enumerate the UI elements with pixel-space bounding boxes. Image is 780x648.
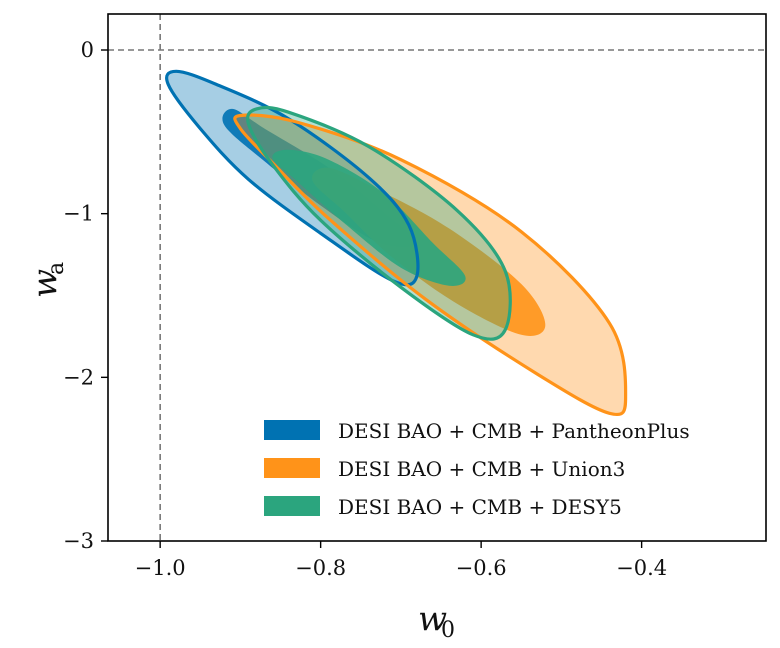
- y-tick-label-0: 0: [81, 38, 94, 62]
- contour-95-outline-desi-bao-cmb-desy5: [246, 105, 512, 341]
- y-tick-label-1: −1: [63, 202, 94, 226]
- legend-swatch-desi-bao-cmb-desy5: [264, 496, 320, 516]
- x-tick-label-3: −0.4: [616, 556, 667, 580]
- y-tick-label-3: −3: [63, 529, 94, 553]
- y-tick-label-2: −2: [63, 365, 94, 389]
- x-axis-subscript: 0: [441, 618, 455, 643]
- y-axis-label: w a: [25, 262, 69, 298]
- x-tick-label-0: −1.0: [135, 556, 186, 580]
- axis-ticks: −1.0 −0.8 −0.6 −0.4 0 −1 −2 −3: [63, 38, 667, 580]
- legend-label-desi-bao-cmb-desy5: DESI BAO + CMB + DESY5: [338, 495, 622, 519]
- x-tick-label-2: −0.6: [456, 556, 507, 580]
- contour-95-outline-desi-bao-cmb-union3: [233, 113, 628, 417]
- x-axis-label: w 0: [418, 599, 455, 643]
- y-axis-symbol: w: [25, 269, 65, 298]
- reference-lines: [108, 14, 766, 541]
- contour-layer: [165, 69, 628, 417]
- legend-swatch-desi-bao-cmb-pantheonplus: [264, 420, 320, 440]
- legend: DESI BAO + CMB + PantheonPlus DESI BAO + …: [264, 419, 690, 519]
- legend-label-desi-bao-cmb-union3: DESI BAO + CMB + Union3: [338, 457, 625, 481]
- x-axis-symbol: w: [418, 599, 447, 639]
- x-tick-label-1: −0.8: [295, 556, 346, 580]
- plot-frame: [107, 13, 767, 542]
- legend-label-desi-bao-cmb-pantheonplus: DESI BAO + CMB + PantheonPlus: [338, 419, 690, 443]
- legend-swatch-desi-bao-cmb-union3: [264, 458, 320, 478]
- y-axis-subscript: a: [44, 262, 69, 275]
